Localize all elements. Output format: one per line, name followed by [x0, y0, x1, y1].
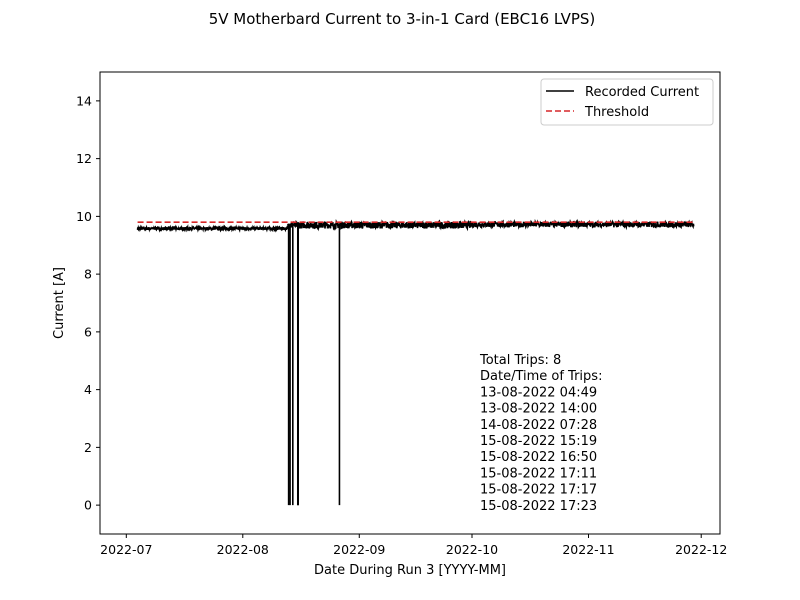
y-tick-label: 14	[76, 93, 92, 108]
trip-annotation-line: 15-08-2022 17:17	[480, 483, 597, 498]
x-tick-label: 2022-12	[675, 542, 727, 557]
trip-annotation-line: 14-08-2022 07:28	[480, 418, 597, 433]
x-tick-label: 2022-09	[333, 542, 385, 557]
y-tick-label: 10	[76, 209, 92, 224]
current-series-segment	[287, 219, 473, 232]
y-tick-label: 8	[84, 267, 92, 282]
x-tick-label: 2022-11	[562, 542, 614, 557]
trip-annotation-line: 15-08-2022 16:50	[480, 450, 597, 465]
trip-annotation-line: Total Trips: 8	[479, 353, 561, 368]
y-axis-label: Current [A]	[52, 267, 67, 339]
x-axis-label: Date During Run 3 [YYYY-MM]	[314, 563, 506, 578]
trip-annotation-line: Date/Time of Trips:	[480, 369, 602, 384]
y-tick-label: 0	[84, 498, 92, 513]
legend-label-threshold: Threshold	[584, 105, 649, 120]
x-tick-label: 2022-10	[446, 542, 498, 557]
x-axis: 2022-07 2022-08 2022-09 2022-10 2022-11 2022-…	[100, 534, 727, 557]
trip-annotation-line: 15-08-2022 17:11	[480, 466, 597, 481]
legend-label-current: Recorded Current	[585, 85, 699, 100]
x-tick-label: 2022-07	[100, 542, 152, 557]
chart-title: 5V Motherbard Current to 3-in-1 Card (EB…	[209, 10, 596, 28]
y-axis: 0 2 4 6 8 10 12 14	[76, 93, 100, 513]
current-series-segment	[136, 224, 289, 233]
trip-annotation-line: 15-08-2022 17:23	[480, 499, 597, 514]
x-tick-label: 2022-08	[217, 542, 269, 557]
y-tick-label: 6	[84, 324, 92, 339]
trip-annotation-line: 15-08-2022 15:19	[480, 434, 597, 449]
trip-annotation-line: 13-08-2022 14:00	[480, 402, 597, 417]
legend: Recorded Current Threshold	[540, 78, 714, 126]
y-tick-label: 2	[84, 440, 92, 455]
trip-annotation-line: 13-08-2022 04:49	[480, 385, 597, 400]
plot-area	[136, 218, 695, 506]
plot-frame	[99, 71, 721, 535]
y-tick-label: 4	[84, 382, 92, 397]
legend-box	[540, 78, 714, 126]
y-tick-label: 12	[76, 151, 92, 166]
